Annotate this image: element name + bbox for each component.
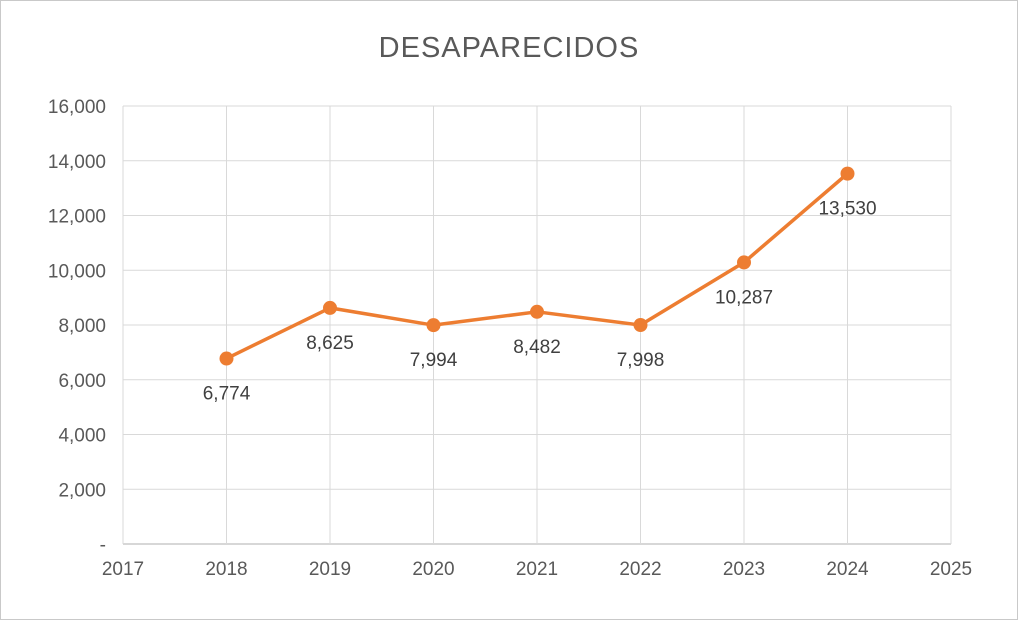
data-point bbox=[633, 318, 648, 333]
data-point bbox=[737, 255, 751, 270]
x-axis-tick-label: 2025 bbox=[930, 559, 972, 580]
x-axis-tick-label: 2018 bbox=[205, 559, 247, 580]
x-axis-tick-label: 2021 bbox=[516, 559, 558, 580]
y-axis-tick-label: 4,000 bbox=[58, 426, 106, 447]
y-axis-tick-label: 12,000 bbox=[48, 207, 106, 228]
data-point bbox=[840, 166, 855, 181]
y-axis-tick-label: 8,000 bbox=[58, 316, 106, 337]
data-point bbox=[530, 304, 544, 319]
data-label: 13,530 bbox=[818, 199, 876, 220]
y-axis-tick-label: 6,000 bbox=[58, 371, 106, 392]
data-point bbox=[219, 351, 234, 366]
x-axis-tick-label: 2022 bbox=[619, 559, 661, 580]
y-axis-tick-label: 10,000 bbox=[48, 261, 106, 282]
y-axis-tick-label: 14,000 bbox=[48, 152, 106, 173]
data-label: 6,774 bbox=[203, 384, 251, 405]
data-label: 8,625 bbox=[306, 333, 354, 354]
plot-area: - 2,000 4,000 6,000 8,000 10,000 12,000 14,000 1… bbox=[48, 97, 972, 580]
data-label: 7,998 bbox=[617, 350, 665, 371]
chart-title: DESAPARECIDOS bbox=[379, 32, 640, 64]
y-axis-tick-label: 2,000 bbox=[58, 480, 106, 501]
data-point bbox=[323, 300, 337, 315]
y-axis-tick-label: 16,000 bbox=[48, 97, 106, 118]
data-point bbox=[426, 318, 441, 333]
x-axis-tick-label: 2019 bbox=[309, 559, 351, 580]
data-label: 10,287 bbox=[715, 287, 773, 308]
x-axis-tick-label: 2024 bbox=[826, 559, 869, 580]
x-axis-tick-label: 2023 bbox=[723, 559, 765, 580]
data-label: 8,482 bbox=[513, 337, 561, 358]
y-axis-tick-label: - bbox=[100, 535, 106, 556]
x-axis-tick-label: 2020 bbox=[412, 559, 454, 580]
data-label: 7,994 bbox=[410, 350, 458, 371]
x-axis-tick-label: 2017 bbox=[102, 559, 144, 580]
